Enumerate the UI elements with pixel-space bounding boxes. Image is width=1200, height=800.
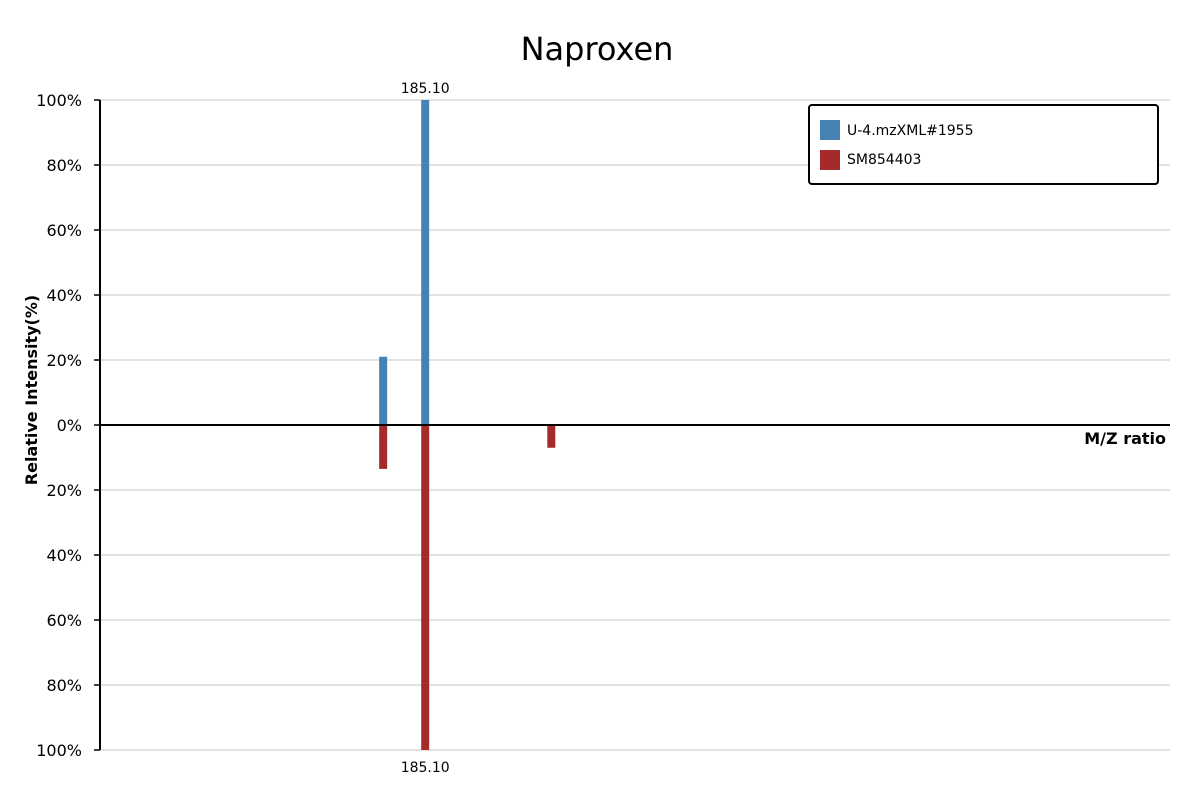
y-tick-label: 20%	[46, 351, 82, 370]
y-tick-label: 40%	[46, 286, 82, 305]
legend: U-4.mzXML#1955 SM854403	[808, 104, 1159, 185]
chart-title: Naproxen	[521, 30, 674, 68]
y-tick-label: 60%	[46, 221, 82, 240]
bar-reference	[547, 425, 556, 448]
y-tick-label: 100%	[36, 91, 82, 110]
y-tick-labels: 100% 80% 60% 40% 20% 0% 20% 40% 60% 80% 100%	[36, 91, 100, 760]
y-tick-label: 20%	[46, 481, 82, 500]
bar-reference	[421, 425, 430, 750]
legend-label-series-2: SM854403	[847, 152, 921, 168]
y-tick-label: 60%	[46, 611, 82, 630]
peak-label: 185.10	[401, 760, 450, 776]
y-tick-label: 80%	[46, 156, 82, 175]
bar-query	[421, 100, 430, 425]
peak-label: 185.10	[401, 81, 450, 97]
legend-swatch-series-1	[820, 120, 840, 140]
bar-reference	[379, 425, 388, 469]
legend-label-series-1: U-4.mzXML#1955	[847, 123, 973, 139]
y-axis-label: Relative Intensity(%)	[22, 295, 41, 485]
x-axis-label: M/Z ratio	[1084, 429, 1166, 448]
bar-query	[379, 356, 388, 425]
legend-box	[808, 104, 1159, 185]
axes	[99, 100, 1170, 750]
bars	[379, 100, 556, 750]
data-labels: 185.10 185.10	[401, 81, 450, 776]
y-tick-label: 80%	[46, 676, 82, 695]
legend-swatch-series-2	[820, 150, 840, 170]
y-tick-label: 0%	[57, 416, 82, 435]
y-tick-label: 100%	[36, 741, 82, 760]
y-tick-label: 40%	[46, 546, 82, 565]
